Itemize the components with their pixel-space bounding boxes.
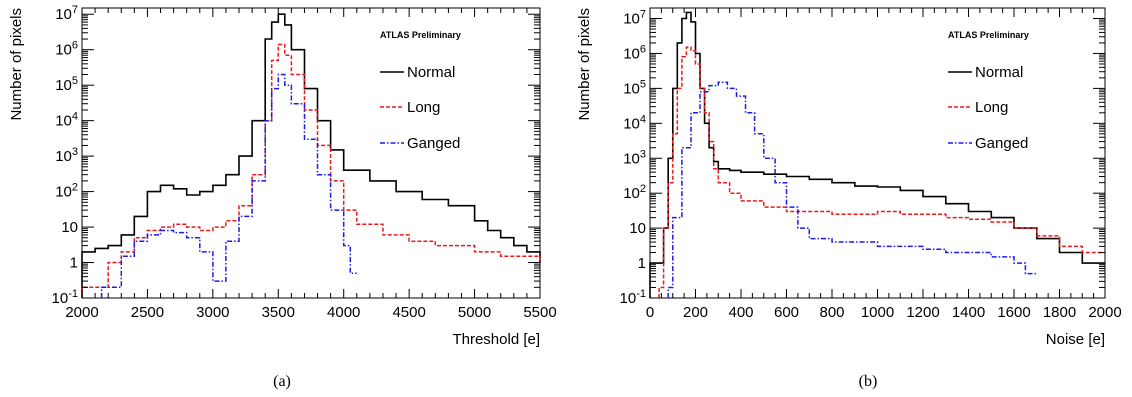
x-tick-label: 2000 <box>1088 304 1121 321</box>
y-tick-label: 10 <box>61 219 78 236</box>
x-tick-label: 4000 <box>327 304 360 321</box>
legend-label-normal: Normal <box>975 64 1023 81</box>
x-tick-label: 1200 <box>906 304 939 321</box>
x-tick-label: 1800 <box>1043 304 1076 321</box>
series-ganged <box>667 81 1037 298</box>
atlas-annotation: ATLAS Preliminary <box>948 30 1029 40</box>
y-tick-label: 102 <box>623 183 646 202</box>
y-tick-label: 106 <box>623 43 646 62</box>
x-tick-label: 3500 <box>262 304 295 321</box>
x-tick-label: 800 <box>819 304 844 321</box>
x-axis-title: Threshold [e] <box>452 331 540 348</box>
x-tick-label: 5500 <box>523 304 556 321</box>
x-tick-label: 3000 <box>196 304 229 321</box>
panel-label: (b) <box>859 373 878 390</box>
y-tick-label: 107 <box>55 4 78 23</box>
series-long <box>658 46 1105 298</box>
legend-label-normal: Normal <box>407 64 455 81</box>
series-normal <box>649 11 1105 298</box>
y-tick-label: 1 <box>70 255 78 272</box>
x-tick-label: 1600 <box>997 304 1030 321</box>
x-tick-label: 2000 <box>65 304 98 321</box>
series-ganged <box>100 73 357 298</box>
x-tick-label: 1000 <box>861 304 894 321</box>
legend-label-ganged: Ganged <box>407 135 460 152</box>
y-tick-label: 107 <box>623 9 646 28</box>
x-tick-label: 600 <box>774 304 799 321</box>
y-tick-label: 103 <box>55 146 78 165</box>
y-tick-label: 103 <box>623 148 646 167</box>
x-tick-label: 1400 <box>952 304 985 321</box>
x-tick-label: 4500 <box>392 304 425 321</box>
plot-frame <box>649 7 1106 299</box>
y-tick-label: 106 <box>55 40 78 59</box>
y-tick-label: 10-1 <box>620 288 646 307</box>
x-tick-label: 5000 <box>458 304 491 321</box>
panel-label: (a) <box>273 373 291 390</box>
x-tick-label: 0 <box>646 304 654 321</box>
y-tick-label: 102 <box>55 182 78 201</box>
x-tick-label: 2500 <box>131 304 164 321</box>
legend-label-long: Long <box>407 99 440 116</box>
y-tick-label: 105 <box>55 75 78 94</box>
panel-noise: 0 200 400 600 800 1000 1200 1400 1600 1800 2000 10-… <box>576 7 1122 390</box>
y-tick-label: 105 <box>623 78 646 97</box>
series-long <box>81 43 541 298</box>
y-axis-title: Number of pixels <box>576 8 593 121</box>
x-axis-title: Noise [e] <box>1046 331 1105 348</box>
plot-frame <box>81 7 541 299</box>
y-tick-label: 104 <box>55 111 78 130</box>
legend-label-long: Long <box>975 99 1008 116</box>
y-tick-label: 104 <box>623 113 646 132</box>
legend-label-ganged: Ganged <box>975 135 1028 152</box>
panel-threshold: 2000 2500 3000 3500 4000 4500 5000 5500 10-1 1 10 1… <box>8 4 557 390</box>
x-tick-label: 200 <box>683 304 708 321</box>
y-tick-label: 1 <box>638 255 646 272</box>
y-axis-title: Number of pixels <box>8 8 25 121</box>
y-tick-label: 10-1 <box>52 288 78 307</box>
series-normal <box>81 13 541 298</box>
x-tick-label: 400 <box>728 304 753 321</box>
atlas-annotation: ATLAS Preliminary <box>380 30 461 40</box>
y-tick-label: 10 <box>629 220 646 237</box>
